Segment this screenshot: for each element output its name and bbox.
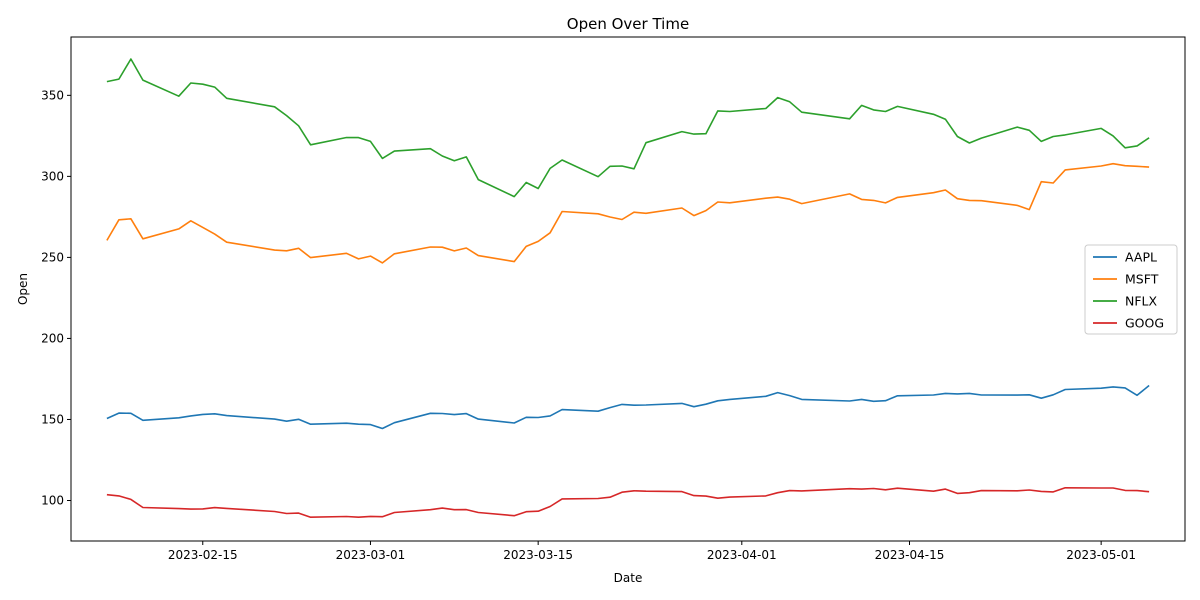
series-layer (106, 58, 1150, 519)
x-tick-label: 2023-05-01 (1066, 548, 1136, 562)
y-axis-ticks: 100 150 200 250 300 350 (41, 88, 71, 507)
series-line-msft (106, 162, 1150, 264)
y-tick-label: 200 (41, 331, 64, 345)
legend-label-nflx: NFLX (1125, 294, 1158, 309)
y-tick-label: 100 (41, 493, 64, 507)
legend-label-goog: GOOG (1125, 316, 1164, 331)
chart-title: Open Over Time (567, 15, 689, 33)
y-tick-label: 250 (41, 250, 64, 264)
y-axis-label: Open (16, 273, 30, 305)
series-line-aapl (106, 384, 1150, 430)
legend: AAPL MSFT NFLX GOOG (1084, 244, 1178, 335)
x-tick-label: 2023-02-15 (168, 548, 238, 562)
legend-box (1084, 244, 1178, 335)
x-tick-label: 2023-04-01 (707, 548, 777, 562)
legend-label-aapl: AAPL (1125, 250, 1157, 265)
plot-frame (70, 36, 1186, 542)
x-axis-ticks: 2023-02-15 2023-03-01 2023-03-15 2023-04-01… (168, 541, 1136, 562)
plot-area (71, 37, 1185, 541)
x-tick-label: 2023-03-15 (503, 548, 573, 562)
y-tick-label: 350 (41, 88, 64, 102)
series-line-goog (106, 486, 1150, 519)
x-tick-label: 2023-04-15 (875, 548, 945, 562)
series-line-nflx (106, 58, 1150, 198)
y-tick-label: 300 (41, 169, 64, 183)
x-tick-label: 2023-03-01 (336, 548, 406, 562)
legend-label-msft: MSFT (1125, 272, 1159, 287)
x-axis-label: Date (614, 571, 643, 585)
y-tick-label: 150 (41, 412, 64, 426)
